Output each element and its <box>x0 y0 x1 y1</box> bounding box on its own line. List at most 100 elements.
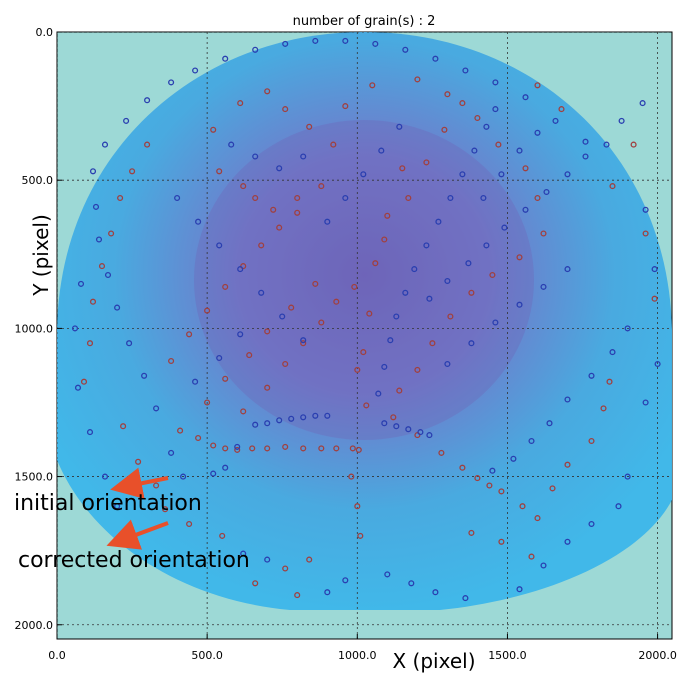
initial-orientation-spot <box>390 414 397 421</box>
tick-layer: 0.0 500.0 1000.0 1500.0 2000.0 0.0 500.0 1000.0… <box>15 26 677 662</box>
initial-orientation-spot <box>249 445 256 452</box>
corrected-orientation-spot <box>126 340 133 347</box>
corrected-orientation-spot <box>324 218 331 225</box>
y-axis-label: Y (pixel) <box>29 214 53 297</box>
corrected-orientation-spot <box>375 390 382 397</box>
corrected-orientation-spot <box>396 123 403 130</box>
initial-orientation-spot <box>333 445 340 452</box>
initial-orientation-spot <box>186 520 193 528</box>
corrected-orientation-spot <box>222 55 229 62</box>
initial-orientation-spot <box>282 443 289 450</box>
corrected-orientation-spot <box>408 580 415 587</box>
initial-orientation-spot <box>264 384 271 391</box>
initial-orientation-spot <box>549 485 556 492</box>
initial-orientation-spot <box>534 82 541 89</box>
initial-orientation-spot <box>606 378 613 385</box>
corrected-orientation-spot <box>444 360 451 368</box>
initial-orientation-spot <box>423 159 430 166</box>
annotation-arrow-initial <box>110 467 169 499</box>
corrected-orientation-spot <box>264 556 271 563</box>
initial-orientation-spot <box>498 538 505 545</box>
corrected-orientation-spot <box>471 147 478 154</box>
initial-orientation-spot <box>441 126 448 133</box>
x-tick-label: 1000.0 <box>338 649 377 662</box>
corrected-orientation-spot <box>510 455 517 462</box>
initial-orientation-spot <box>135 458 142 465</box>
initial-orientation-spot <box>444 91 451 98</box>
corrected-orientation-spot <box>582 138 589 145</box>
grid <box>57 32 672 639</box>
initial-orientation-spot <box>651 295 658 302</box>
initial-orientation-spot <box>318 445 325 452</box>
corrected-orientation-spot <box>624 325 631 332</box>
initial-orientation-spot <box>240 263 247 270</box>
corrected-orientation-spot <box>114 503 121 510</box>
corrected-orientation-spot <box>300 153 307 160</box>
initial-orientation-spot <box>498 488 505 495</box>
corrected-orientation-spot <box>564 266 571 273</box>
corrected-orientation-spot <box>300 337 307 344</box>
initial-orientation-spot <box>519 503 526 510</box>
initial-orientation-spot <box>264 445 271 452</box>
corrected-orientation-spot <box>95 236 103 243</box>
initial-orientation-spot <box>468 289 475 296</box>
initial-orientation-spot <box>306 556 313 563</box>
corrected-orientation-spot <box>252 421 259 428</box>
corrected-orientation-spot <box>492 106 499 113</box>
corrected-orientation-spot <box>192 378 199 385</box>
initial-orientation-spot <box>258 242 265 249</box>
initial-orientation-spot <box>468 529 475 536</box>
corrected-orientation-spot <box>237 331 244 338</box>
corrected-orientation-spot <box>546 420 553 427</box>
corrected-orientation-spot <box>402 46 409 53</box>
initial-orientation-spot <box>534 194 541 202</box>
corrected-orientation-spot <box>300 414 307 421</box>
corrected-orientation-spot <box>153 405 160 412</box>
initial-orientation-spot <box>219 532 226 539</box>
corrected-orientation-spot <box>387 337 394 344</box>
y-tick-label: 1500.0 <box>15 471 54 484</box>
initial-orientation-spot <box>564 461 571 468</box>
initial-orientation-spot <box>264 328 271 335</box>
initial-orientation-spot <box>210 442 217 449</box>
corrected-orientation-spot <box>432 589 439 596</box>
initial-orientation-spot <box>276 224 283 231</box>
initial-orientation-spot <box>357 532 364 539</box>
initial-orientation-spot <box>312 280 319 287</box>
corrected-orientation-spot <box>71 325 79 332</box>
corrected-orientation-spot <box>141 372 148 379</box>
corrected-orientation-spot <box>426 432 433 439</box>
corrected-orientation-spot <box>324 412 331 419</box>
corrected-orientation-spot <box>104 271 112 279</box>
initial-orientation-spot <box>414 432 421 439</box>
corrected-orientation-spot <box>74 384 82 391</box>
corrected-orientation-spot <box>582 153 589 160</box>
corrected-orientation-spot <box>411 266 418 273</box>
corrected-orientation-spot <box>522 206 529 213</box>
corrected-orientation-spot <box>393 313 400 320</box>
initial-orientation-spot <box>489 271 496 279</box>
initial-orientation-spot <box>222 375 229 382</box>
corrected-orientation-spot <box>288 415 295 422</box>
initial-orientation-spot <box>516 254 523 261</box>
initial-orientation-spot <box>300 445 307 452</box>
corrected-orientation-spot <box>642 206 649 213</box>
initial-orientation-spot <box>355 446 362 453</box>
initial-orientation-spot <box>216 168 223 175</box>
initial-orientation-spot <box>354 366 361 373</box>
initial-orientation-spot <box>333 298 340 305</box>
corrected-orientation-spot <box>144 97 151 104</box>
initial-orientation-spot <box>162 506 169 513</box>
corrected-orientation-spot <box>77 280 85 287</box>
corrected-orientation-spot <box>360 171 367 178</box>
y-tick-label: 500.0 <box>22 174 54 187</box>
corrected-orientation-spot <box>222 464 229 471</box>
initial-orientation-spot <box>609 183 616 190</box>
corrected-orientation-spot <box>393 423 400 430</box>
corrected-orientation-spot <box>489 467 496 474</box>
corrected-orientation-spot <box>252 46 259 53</box>
initial-orientation-spot <box>294 194 301 202</box>
initial-orientation-spot <box>396 387 403 394</box>
corrected-orientation-spot <box>426 295 433 302</box>
corrected-orientation-spot <box>276 165 283 172</box>
